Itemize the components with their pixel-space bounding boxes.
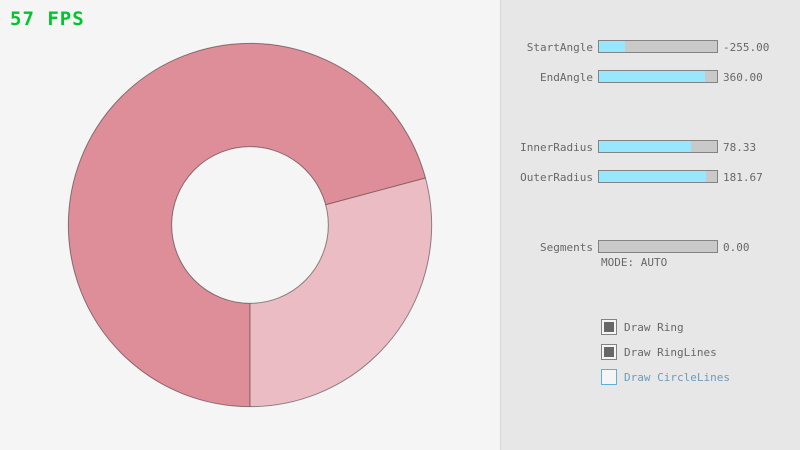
ring-radial-line-end [325,177,426,206]
checkbox-row-draw-circlelines: Draw CircleLines [601,369,730,385]
end-angle-value: 360.00 [723,71,763,84]
slider-row-inner-radius: InnerRadius 78.33 [501,140,800,154]
end-angle-slider[interactable] [598,70,718,83]
draw-circlelines-label: Draw CircleLines [624,370,730,384]
inner-radius-slider[interactable] [598,140,718,153]
outer-radius-label: OuterRadius [520,171,593,184]
outer-radius-slider-fill [599,171,707,182]
start-angle-label: StartAngle [526,41,593,54]
draw-ring-checkbox[interactable] [601,319,617,335]
segments-value: 0.00 [723,241,750,254]
ring-canvas [67,42,433,408]
inner-radius-value: 78.33 [723,141,757,154]
ring-dark-sector [68,43,426,407]
outer-radius-slider[interactable] [598,170,718,183]
checkbox-row-draw-ringlines: Draw RingLines [601,344,717,360]
start-angle-slider-fill [599,41,625,52]
slider-row-outer-radius: OuterRadius 181.67 [501,170,800,184]
controls-panel: StartAngle -255.00 EndAngle 360.00 Inner… [500,0,800,450]
end-angle-label: EndAngle [540,71,593,84]
inner-radius-slider-fill [599,141,692,152]
outer-radius-value: 181.67 [723,171,763,184]
draw-ring-label: Draw Ring [624,320,684,334]
end-angle-slider-fill [599,71,706,82]
start-angle-slider[interactable] [598,40,718,53]
slider-row-end-angle: EndAngle 360.00 [501,70,800,84]
ring-outer-outline [67,42,433,408]
segments-label: Segments [540,241,593,254]
inner-radius-label: InnerRadius [520,141,593,154]
slider-row-segments: Segments 0.00 [501,240,800,254]
draw-circlelines-checkbox[interactable] [601,369,617,385]
checkbox-row-draw-ring: Draw Ring [601,319,684,335]
segments-mode-text: MODE: AUTO [601,256,668,269]
fps-counter: 57 FPS [10,8,85,30]
segments-slider[interactable] [598,240,718,253]
draw-ringlines-checkbox[interactable] [601,344,617,360]
ring-inner-outline [171,146,329,304]
start-angle-value: -255.00 [723,41,770,54]
slider-row-start-angle: StartAngle -255.00 [501,40,800,54]
draw-ringlines-label: Draw RingLines [624,345,717,359]
